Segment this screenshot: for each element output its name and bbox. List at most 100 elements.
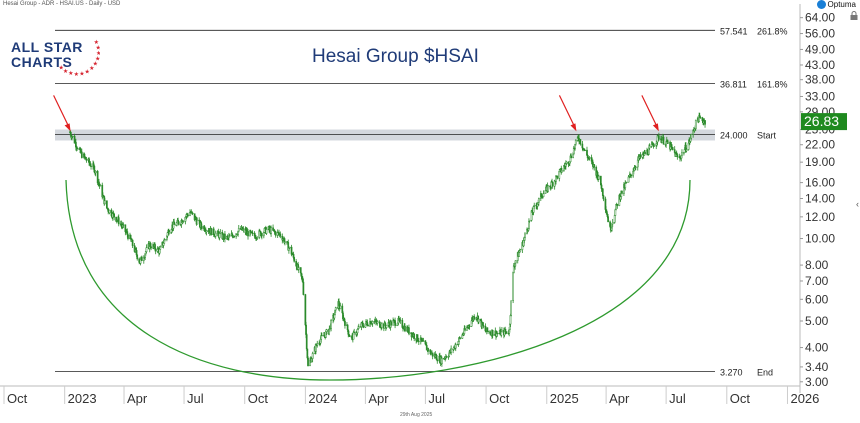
optuma-brand: Optuma (816, 0, 856, 9)
candle-body (299, 267, 302, 274)
candle-body (279, 233, 282, 237)
arrow-annotation-icon (641, 95, 658, 127)
candle-body (140, 256, 143, 261)
candle-body (362, 325, 365, 328)
star-arc: ★★★★★★★★★★★★ (58, 39, 100, 76)
rounding-bottom-arc (65, 179, 691, 381)
candle-body (424, 340, 427, 345)
candle-body (510, 300, 512, 316)
candle-body (304, 294, 307, 326)
candle-body (353, 331, 356, 333)
fib-level-percent: End (757, 368, 773, 378)
candle-body (376, 321, 379, 324)
y-tick-label: 4.00 (805, 341, 829, 355)
candle-body (117, 217, 120, 225)
candle-body (653, 145, 656, 147)
candle-body (135, 250, 138, 256)
candle-body (496, 333, 499, 335)
candle-body (191, 212, 194, 214)
candle-body (644, 151, 646, 155)
candle-body (416, 334, 419, 341)
candle-body (473, 316, 476, 320)
candle-body (699, 117, 702, 119)
candle-body (214, 232, 217, 237)
candle-body (316, 343, 319, 346)
candle-body (547, 185, 549, 192)
candle-body (598, 175, 600, 180)
star-icon: ★ (79, 70, 84, 76)
star-icon: ★ (85, 68, 90, 75)
star-icon: ★ (95, 44, 100, 51)
x-tick-label: 2023 (68, 391, 97, 406)
candle-body (346, 324, 349, 331)
candle-body (648, 145, 651, 149)
optuma-logo-icon (816, 0, 826, 9)
fib-level-percent: 161.8% (757, 79, 788, 89)
candle-body (356, 329, 359, 334)
candle-body (196, 219, 199, 225)
candle-body (233, 236, 236, 238)
arrow-annotation-icon (53, 95, 70, 127)
candle-body (593, 164, 596, 168)
candle-body (344, 320, 346, 326)
candle-body (284, 241, 286, 243)
chart-source-line: Hesai Group - ADR - HSAI.US - Daily - US… (3, 1, 121, 7)
candle-body (145, 247, 148, 252)
candle-body (136, 254, 139, 260)
star-icon: ★ (95, 55, 100, 62)
last-price-badge (801, 113, 847, 131)
collapse-arrow-icon[interactable]: ‹ (856, 199, 859, 209)
candle-body (205, 230, 208, 233)
candle-body (274, 231, 277, 236)
candle-body (624, 183, 627, 189)
candle-body (464, 328, 466, 331)
candle-body (251, 232, 254, 234)
candle-body (390, 321, 392, 326)
arrow-head-icon (64, 123, 71, 132)
candle-body (667, 141, 669, 144)
candle-body (293, 257, 296, 262)
y-tick-label: 22.00 (805, 138, 835, 152)
candle-body (394, 324, 397, 326)
x-tick-label: Jul (669, 391, 686, 406)
candle-body (290, 246, 293, 255)
candle-body (417, 340, 420, 343)
candle-body (685, 149, 688, 152)
candle-body (90, 165, 92, 167)
candle-body (634, 166, 637, 168)
candle-body (113, 213, 115, 218)
candle-body (262, 232, 265, 237)
star-icon: ★ (68, 70, 73, 76)
star-icon: ★ (58, 65, 63, 72)
y-tick-label: 16.00 (805, 176, 835, 190)
star-icon: ★ (96, 50, 100, 57)
candle-body (162, 242, 165, 246)
candle-body (501, 329, 503, 332)
candle-body (71, 135, 74, 137)
candle-body (325, 329, 328, 332)
candle-body (302, 281, 305, 295)
date-stamp: 29th Aug 2025 (400, 412, 433, 418)
x-tick-label: Oct (489, 391, 510, 406)
candle-body (237, 228, 240, 232)
candle-body (270, 227, 272, 234)
candle-body (122, 224, 125, 226)
candle-body (616, 203, 619, 206)
y-tick-label: 7.00 (805, 274, 829, 288)
lock-icon[interactable] (850, 11, 858, 20)
fib-level-value: 24.000 (720, 130, 748, 140)
y-tick-label: 56.00 (805, 27, 835, 41)
candle-body (662, 136, 665, 145)
candle-body (454, 344, 457, 349)
candle-body (671, 147, 674, 150)
y-tick-label: 33.00 (805, 89, 835, 103)
y-tick-label: 14.00 (805, 191, 835, 205)
candle-body (288, 246, 291, 249)
brand-name: Optuma (827, 0, 856, 9)
candle-body (588, 157, 591, 159)
x-tick-label: Apr (127, 391, 148, 406)
fib-level-percent: 261.8% (757, 26, 788, 36)
candle-body (551, 182, 554, 187)
x-tick-label: Apr (368, 391, 389, 406)
